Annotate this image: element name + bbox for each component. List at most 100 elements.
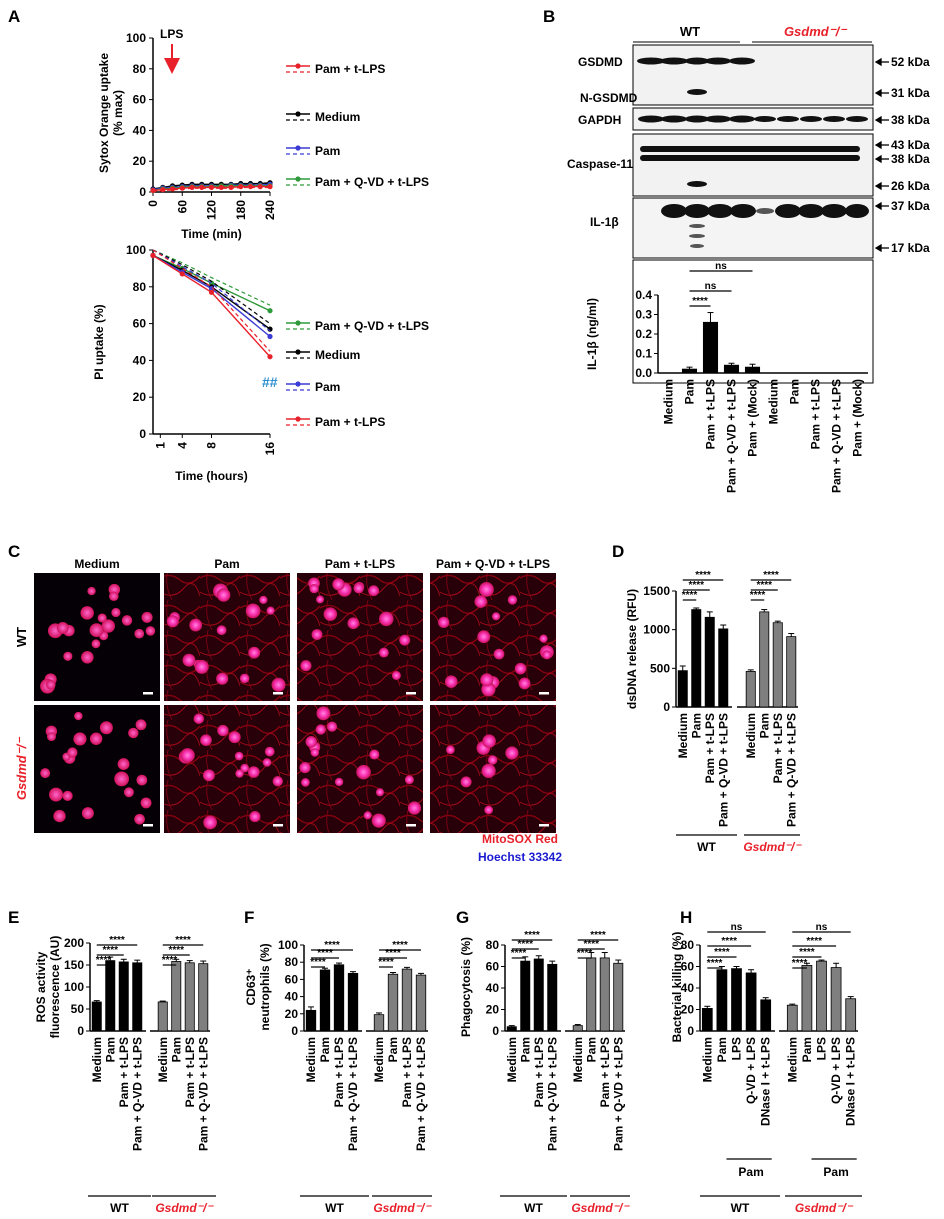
x-tick-label: Medium [156, 1037, 170, 1082]
marker-38kda-gapdh: 38 kDa [891, 113, 930, 127]
cell [484, 805, 494, 815]
bar [801, 965, 813, 1032]
cell [444, 675, 458, 689]
y-tick-label: 150 [64, 958, 84, 972]
bar [677, 670, 688, 708]
x-tick-label: Q-VD + LPS [829, 1037, 843, 1104]
bar [91, 1001, 102, 1032]
y-tick-label: 20 [285, 1007, 299, 1021]
y-tick-label: 80 [681, 938, 695, 952]
series-line [152, 254, 271, 312]
bar [704, 616, 715, 708]
bar [333, 964, 345, 1032]
scale-bar [406, 824, 416, 827]
bar [305, 1009, 317, 1032]
x-tick-label: Pam + t-LPS [598, 1037, 612, 1107]
cell [266, 606, 275, 615]
x-tick-label: LPS [815, 1037, 829, 1060]
y-tick-label: 60 [133, 93, 147, 107]
marker-31kda: 31 kDa [891, 86, 930, 100]
cell [249, 810, 261, 823]
bar [533, 958, 544, 1032]
legend-marker [295, 320, 301, 326]
x-tick-label: 60 [175, 200, 189, 214]
group-label: WT [110, 1201, 129, 1215]
scale-bar [143, 824, 153, 827]
x-tick-label: Pam [788, 379, 802, 404]
x-tick-label: Medium [372, 1037, 386, 1082]
y-tick-label: 20 [133, 390, 147, 404]
x-tick-label: 240 [263, 200, 277, 220]
legend-marker [295, 145, 301, 151]
cell [334, 777, 344, 787]
cell [301, 778, 310, 787]
cell [248, 646, 261, 659]
cell [239, 673, 250, 684]
bar [745, 972, 757, 1032]
significance-label: **** [688, 580, 704, 591]
bar [171, 961, 182, 1032]
cell [56, 622, 69, 634]
stain-hoechst: Hoechst 33342 [478, 850, 562, 864]
significance-label: **** [392, 940, 408, 951]
cell [474, 595, 488, 608]
cell [247, 766, 260, 778]
x-tick-label: Pam + Q-VD + t-LPS [414, 1037, 428, 1151]
blot-group-wt: WT [680, 24, 700, 39]
cell [203, 815, 218, 830]
bar [347, 972, 359, 1032]
series-line [152, 254, 271, 338]
legend-marker [295, 176, 301, 182]
significance-label: **** [763, 570, 779, 581]
y-axis-title: Sytox Orange uptake(% max) [97, 53, 125, 173]
x-tick-label: Pam [757, 713, 771, 738]
scale-bar [539, 824, 549, 827]
legend-marker [295, 381, 301, 387]
cell [446, 745, 455, 755]
y-tick-label: 100 [64, 980, 84, 994]
cell [272, 776, 283, 787]
x-tick-label: DNase I + t-LPS [759, 1037, 773, 1126]
x-tick-label: Pam + Q-VD + t-LPS [346, 1037, 360, 1151]
significance-label: **** [102, 945, 118, 956]
pam-label: Pam [738, 1165, 763, 1179]
significance-label: ns [705, 281, 717, 292]
bar [716, 969, 728, 1032]
x-tick-label: 8 [205, 442, 219, 449]
y-tick-label: 0 [139, 185, 146, 199]
marker-17kda: 17 kDa [891, 241, 930, 255]
cell [310, 748, 320, 757]
y-tick-label: 0.4 [635, 288, 652, 302]
cell [80, 606, 94, 620]
cell [235, 769, 244, 778]
data-point [150, 187, 156, 194]
cell [480, 673, 494, 687]
bar [702, 321, 719, 374]
group-label: Gsdmd⁻/⁻ [743, 840, 802, 854]
cell [121, 615, 133, 626]
series-line [152, 254, 271, 330]
significance-label: **** [175, 935, 191, 946]
x-tick-label: Pam + Q-VD + t-LPS [830, 379, 844, 493]
cell [264, 746, 275, 757]
cell [67, 747, 78, 758]
group-label: WT [524, 1201, 543, 1215]
cell [356, 764, 371, 780]
group-label: Gsdmd⁻/⁻ [571, 1201, 630, 1215]
cell [391, 670, 401, 680]
x-tick-label: Pam [103, 1037, 117, 1062]
column-label: Pam + t-LPS [325, 557, 395, 571]
significance-label: **** [378, 957, 394, 968]
cell [216, 672, 229, 685]
column-label: Medium [74, 557, 119, 571]
cell [315, 724, 326, 735]
significance-label: **** [756, 580, 772, 591]
scale-bar [539, 692, 549, 695]
y-tick-label: 500 [650, 661, 670, 675]
marker-26kda: 26 kDa [891, 179, 930, 193]
y-axis-title: PI uptake (%) [92, 304, 106, 379]
x-tick-label: Medium [90, 1037, 104, 1082]
